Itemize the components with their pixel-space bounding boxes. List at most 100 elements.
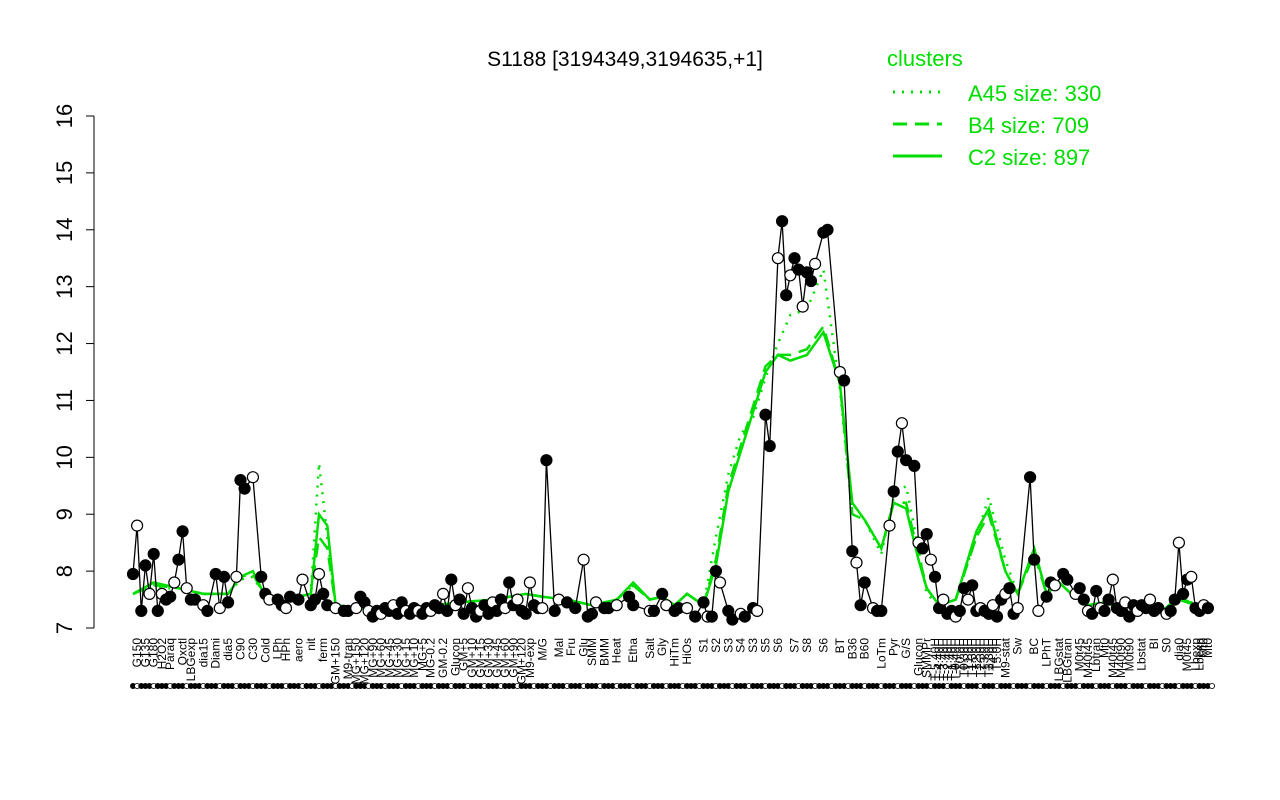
x-tick-label: Oxctl bbox=[176, 638, 190, 665]
x-tick-label: MG+45 bbox=[382, 638, 396, 678]
data-point bbox=[164, 590, 177, 603]
data-point bbox=[726, 613, 739, 626]
x-marker bbox=[1209, 683, 1216, 690]
data-point bbox=[808, 257, 822, 270]
data-point bbox=[1123, 610, 1136, 623]
x-tick-label: MG+5 bbox=[415, 638, 429, 671]
data-point bbox=[312, 567, 326, 581]
data-point bbox=[1152, 601, 1165, 615]
data-point bbox=[255, 570, 268, 583]
x-tick-label: MG+120 bbox=[358, 638, 372, 685]
data-point bbox=[1028, 553, 1041, 566]
x-tick-label: T3.0H bbox=[978, 638, 992, 671]
x-tick-label: S4 bbox=[734, 638, 748, 653]
x-tick-label: S5 bbox=[759, 638, 773, 653]
data-point bbox=[1102, 593, 1115, 606]
x-tick-label: aero bbox=[291, 638, 305, 662]
data-point bbox=[147, 547, 160, 561]
x-tick-label: S3 bbox=[721, 638, 735, 653]
data-point bbox=[1106, 573, 1119, 586]
data-point bbox=[1201, 601, 1215, 615]
x-tick-label: Lbexp bbox=[1193, 638, 1207, 671]
data-point bbox=[560, 596, 574, 609]
data-point bbox=[660, 599, 673, 612]
x-tick-label: H2O2 bbox=[155, 638, 169, 670]
data-point bbox=[858, 576, 871, 589]
x-tick-label: LPh bbox=[271, 638, 285, 659]
data-point bbox=[1048, 579, 1062, 592]
data-point bbox=[1032, 604, 1045, 618]
data-point bbox=[151, 604, 164, 618]
data-point bbox=[627, 599, 640, 612]
x-tick-label: Fru bbox=[564, 638, 578, 656]
data-point bbox=[920, 527, 933, 541]
x-tick-label: GM+120 bbox=[515, 638, 529, 685]
data-point bbox=[1077, 593, 1090, 606]
x-tick-label: T1.0H bbox=[961, 638, 975, 671]
x-tick-label: T-3.40H bbox=[936, 638, 950, 681]
data-point bbox=[763, 439, 776, 453]
data-point bbox=[804, 274, 818, 288]
data-point bbox=[176, 525, 189, 538]
data-point bbox=[656, 587, 669, 601]
x-tick-label: BC bbox=[1027, 638, 1041, 655]
y-tick-label: 12 bbox=[52, 331, 77, 355]
data-point bbox=[908, 459, 921, 472]
x-tick-label: G150 bbox=[130, 638, 144, 668]
data-point bbox=[308, 593, 321, 606]
y-tick-label: 8 bbox=[52, 565, 77, 577]
y-tick-label: 9 bbox=[52, 508, 77, 520]
plot-frame bbox=[120, 92, 1217, 647]
data-points bbox=[126, 215, 1215, 626]
data-point bbox=[821, 223, 834, 236]
data-point bbox=[788, 252, 801, 265]
x-tick-label: dia5 bbox=[221, 638, 235, 661]
x-tick-label: M40t45 bbox=[1106, 638, 1120, 678]
x-tick-label: GM+90 bbox=[506, 638, 520, 678]
x-tick-label: M9-tran bbox=[341, 638, 355, 679]
x-tick-label: T2.30H bbox=[974, 638, 988, 677]
x-tick-label: S6 bbox=[816, 638, 830, 653]
data-point bbox=[875, 604, 888, 618]
x-tick-label: LoTm bbox=[874, 638, 888, 669]
x-tick-label: Sw bbox=[1011, 638, 1025, 655]
y-tick-label: 11 bbox=[52, 389, 77, 412]
x-tick-label: nit bbox=[304, 637, 318, 650]
y-tick-label: 16 bbox=[52, 104, 77, 128]
y-tick-label: 10 bbox=[52, 445, 77, 469]
x-tick-label: M/G bbox=[535, 638, 549, 661]
cluster-line-dashed bbox=[132, 323, 1208, 613]
data-point bbox=[966, 579, 979, 592]
x-tick-label: GM+60 bbox=[498, 638, 512, 678]
x-tick-label: S8 bbox=[800, 638, 814, 653]
data-point bbox=[548, 604, 561, 618]
x-tick-label: T4.0H bbox=[986, 638, 1000, 671]
data-point bbox=[775, 215, 789, 228]
data-point bbox=[523, 576, 537, 589]
data-point bbox=[689, 610, 702, 623]
data-point bbox=[246, 471, 259, 484]
data-point bbox=[441, 604, 454, 618]
data-point bbox=[1090, 584, 1103, 598]
x-tick-label: T2.0H bbox=[969, 638, 983, 671]
x-tick-label: ferm bbox=[316, 638, 330, 662]
data-point bbox=[317, 587, 330, 601]
x-tick-label: Etha bbox=[626, 638, 640, 663]
data-point bbox=[751, 604, 764, 618]
x-tick-label: B60 bbox=[858, 638, 872, 660]
data-point bbox=[1061, 573, 1074, 586]
x-tick-label: T-2.40H bbox=[940, 638, 954, 681]
data-point bbox=[238, 482, 251, 495]
x-tick-label: S1 bbox=[697, 638, 711, 653]
data-point bbox=[924, 553, 938, 566]
legend-label: B4 size: 709 bbox=[968, 113, 1089, 138]
x-tick-label: GM-0.2 bbox=[436, 638, 450, 678]
data-point bbox=[437, 587, 450, 601]
x-tick-label: T1.30H bbox=[965, 638, 979, 677]
data-point bbox=[647, 604, 661, 618]
x-tick-label: MG+10 bbox=[407, 638, 421, 678]
y-tick-label: 14 bbox=[52, 218, 77, 242]
data-point bbox=[895, 417, 909, 430]
x-tick-label: GM+5 bbox=[457, 638, 471, 671]
